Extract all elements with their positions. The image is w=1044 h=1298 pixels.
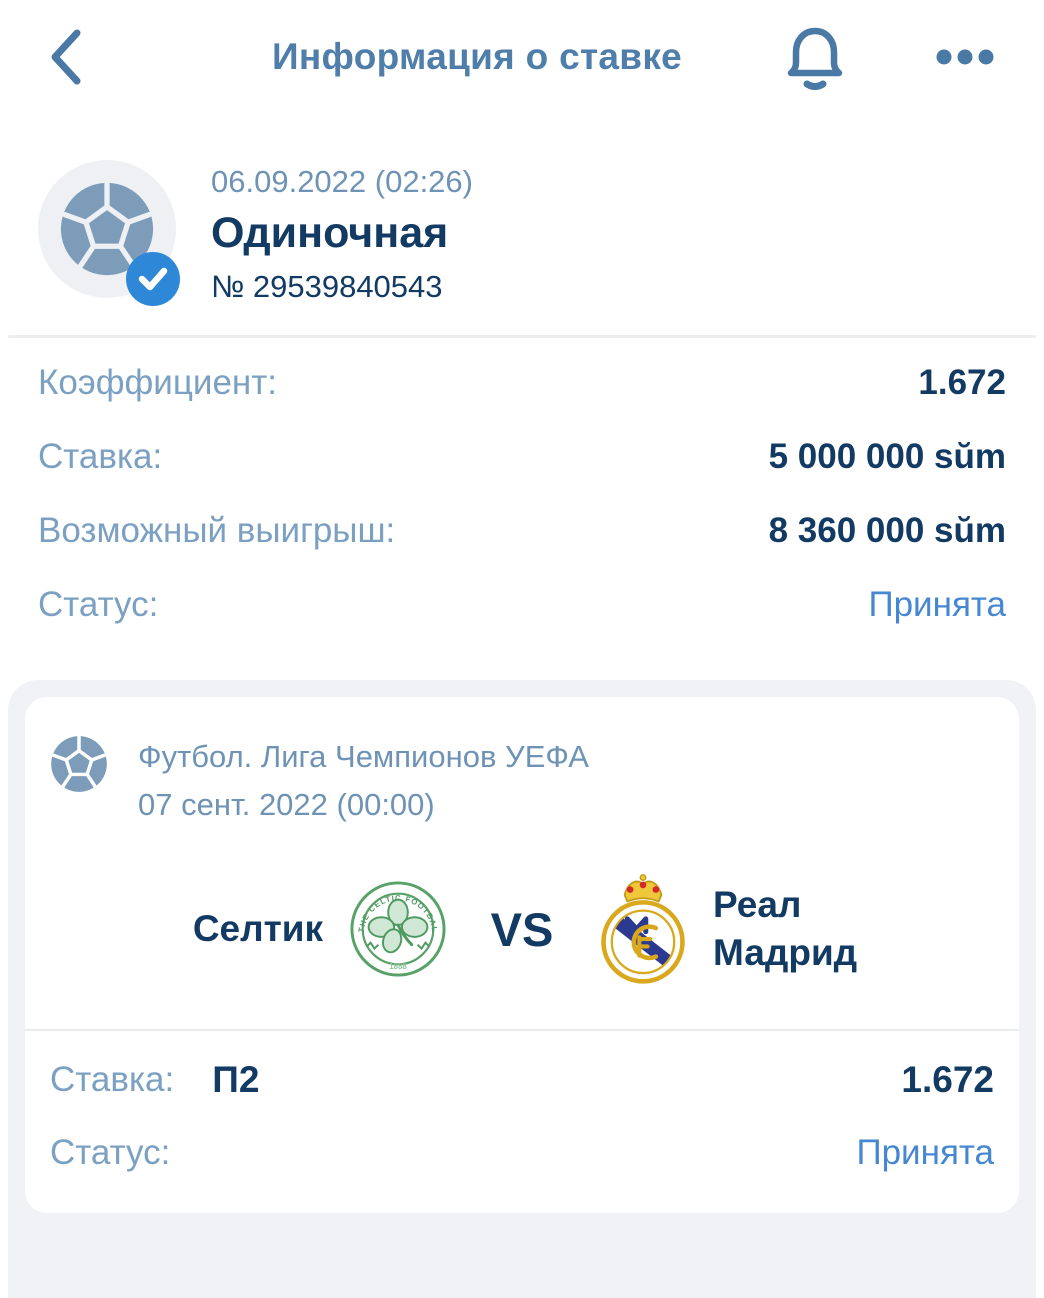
card-status-row: Статус: Принята <box>50 1133 994 1173</box>
detail-row-possible-win: Возможный выигрыш: 8 360 000 sŭm <box>38 494 1006 568</box>
away-team-line1: Реал <box>713 884 802 925</box>
card-status-value: Принята <box>856 1133 994 1173</box>
match-card[interactable]: Футбол. Лига Чемпионов УЕФА 07 сент. 202… <box>25 697 1019 1214</box>
teams-row: Селтик THE CELTIC FOOTBALL CLUB <box>50 873 994 985</box>
match-card-header: Футбол. Лига Чемпионов УЕФА 07 сент. 202… <box>50 733 994 829</box>
possible-win-value: 8 360 000 sŭm <box>768 511 1006 550</box>
match-meta: Футбол. Лига Чемпионов УЕФА 07 сент. 202… <box>138 733 589 829</box>
away-team-name: Реал Мадрид <box>713 881 857 977</box>
section-divider <box>8 335 1036 338</box>
celtic-crest-year: 1888 <box>389 962 407 971</box>
away-team: Реал Мадрид <box>597 873 994 985</box>
bell-icon <box>786 24 844 90</box>
soccer-ball-icon <box>50 735 108 793</box>
possible-win-label: Возможный выигрыш: <box>38 511 396 550</box>
match-card-container: Футбол. Лига Чемпионов УЕФА 07 сент. 202… <box>8 680 1036 1298</box>
back-button[interactable] <box>48 28 168 86</box>
notifications-button[interactable] <box>786 24 844 90</box>
bet-avatar <box>38 160 180 306</box>
check-icon <box>138 267 168 291</box>
coefficient-label: Коэффициент: <box>38 363 278 402</box>
detail-row-status: Статус: Принята <box>38 568 1006 642</box>
more-menu-button[interactable] <box>936 48 994 66</box>
match-datetime: 07 сент. 2022 (00:00) <box>138 787 435 823</box>
real-madrid-crest-icon <box>597 873 689 985</box>
away-team-line2: Мадрид <box>713 932 858 974</box>
ellipsis-icon <box>936 48 994 66</box>
home-team-name: Селтик <box>192 908 323 950</box>
verified-badge <box>126 252 180 306</box>
vs-label: VS <box>490 902 554 956</box>
detail-row-coefficient: Коэффициент: 1.672 <box>38 346 1006 420</box>
home-team: Селтик THE CELTIC FOOTBALL CLUB <box>50 880 447 978</box>
bet-summary: 06.09.2022 (02:26) Одиночная № 295398405… <box>0 160 1044 306</box>
card-status-label: Статус: <box>50 1133 171 1173</box>
card-divider <box>25 1029 1019 1032</box>
bet-details: Коэффициент: 1.672 Ставка: 5 000 000 sŭm… <box>0 338 1044 642</box>
bet-datetime: 06.09.2022 (02:26) <box>211 164 473 199</box>
celtic-crest-icon: THE CELTIC FOOTBALL CLUB <box>349 880 447 978</box>
stake-value: 5 000 000 sŭm <box>768 437 1006 476</box>
status-label: Статус: <box>38 585 159 624</box>
card-bet-row: Ставка: П2 1.672 <box>50 1059 994 1101</box>
detail-row-stake: Ставка: 5 000 000 sŭm <box>38 420 1006 494</box>
card-bet-label: Ставка: <box>50 1060 175 1100</box>
bet-summary-text: 06.09.2022 (02:26) Одиночная № 295398405… <box>211 160 473 305</box>
chevron-left-icon <box>48 28 84 86</box>
card-bet-pick: П2 <box>212 1059 260 1101</box>
bet-number: № 29539840543 <box>211 269 443 304</box>
bet-type: Одиночная <box>211 209 449 257</box>
card-bet-odds: 1.672 <box>901 1059 994 1101</box>
header: Информация о ставке <box>0 0 1044 104</box>
status-value: Принята <box>868 585 1006 624</box>
page-title: Информация о ставке <box>271 36 683 77</box>
stake-label: Ставка: <box>38 437 163 476</box>
coefficient-value: 1.672 <box>918 363 1006 402</box>
match-league: Футбол. Лига Чемпионов УЕФА <box>138 739 589 774</box>
